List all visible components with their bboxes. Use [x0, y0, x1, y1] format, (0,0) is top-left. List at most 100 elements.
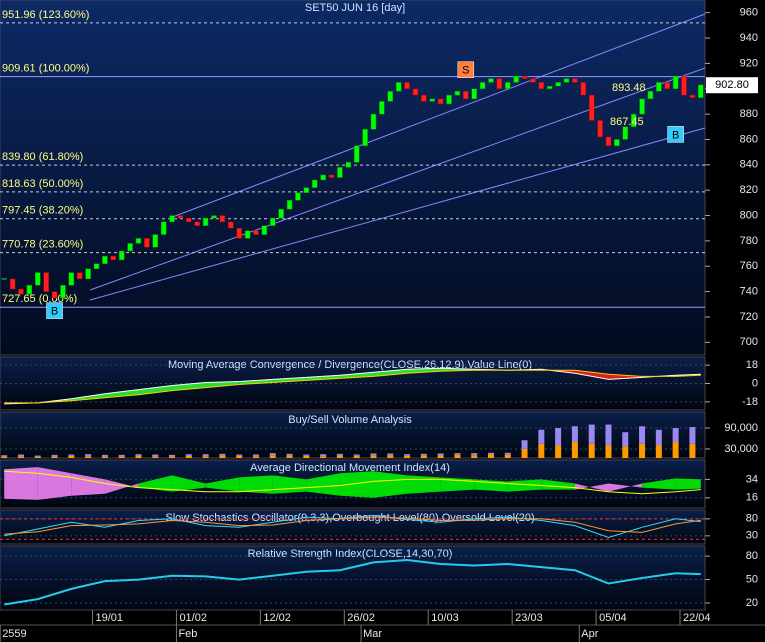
ribbon	[272, 377, 307, 383]
indicator-line	[4, 369, 701, 404]
candle	[630, 113, 637, 128]
ribbon	[339, 471, 374, 498]
candle	[295, 192, 301, 201]
ribbon	[172, 475, 206, 492]
volume-bar	[51, 456, 58, 458]
y-tick-label: 30,000	[724, 443, 758, 455]
candle	[127, 243, 133, 252]
indicator-line	[4, 367, 701, 405]
signal-label: S	[462, 65, 469, 77]
candle	[169, 215, 175, 223]
candle	[446, 94, 452, 105]
y-tick-label: 920	[740, 57, 758, 69]
candle	[639, 98, 645, 115]
panel-title: Buy/Sell Volume Analysis	[288, 414, 412, 426]
volume-bar	[538, 429, 545, 444]
candle	[404, 82, 410, 89]
volume-bar	[571, 441, 578, 458]
candle	[513, 75, 519, 83]
y-tick-label: 940	[740, 32, 758, 44]
panel-title: SET50 JUN 16 [day]	[305, 2, 405, 14]
candle	[236, 227, 242, 239]
candle	[664, 82, 670, 89]
y-tick-label: 780	[740, 235, 758, 247]
candle	[454, 91, 461, 96]
volume-bar	[504, 452, 511, 455]
x-tick-label: 01/02	[179, 612, 207, 624]
candle	[370, 113, 377, 130]
ribbon	[306, 473, 340, 496]
candle	[412, 88, 419, 96]
ribbon	[608, 374, 643, 380]
period-label: Feb	[178, 628, 197, 640]
candle	[68, 272, 75, 286]
volume-bar	[454, 454, 461, 458]
y-tick-label: 960	[740, 7, 758, 19]
ribbon	[373, 369, 408, 377]
volume-bar	[152, 454, 159, 457]
volume-bar	[622, 432, 629, 447]
signal-label: B	[51, 306, 58, 318]
annotation: 867.45	[610, 116, 644, 128]
y-tick-label: 90,000	[724, 422, 758, 434]
volume-bar	[605, 445, 612, 458]
candle	[320, 174, 326, 181]
volume-bar	[672, 441, 679, 458]
volume-bar	[169, 454, 176, 457]
y-tick-label: 740	[740, 286, 758, 298]
indicator-line	[4, 558, 701, 606]
volume-bar	[387, 453, 394, 456]
volume-bar	[639, 443, 646, 458]
volume-bar	[387, 455, 394, 458]
candle	[362, 129, 368, 147]
candle	[479, 82, 486, 89]
candle	[76, 272, 83, 280]
volume-bar	[303, 455, 310, 458]
candle	[26, 285, 33, 295]
volume-bar	[555, 445, 562, 458]
volume-bar	[219, 453, 226, 456]
volume-bar	[353, 454, 360, 456]
x-tick-label: 26/02	[347, 612, 375, 624]
volume-bar	[588, 424, 595, 444]
candle	[93, 263, 100, 270]
volume-bar	[420, 455, 427, 458]
volume-bar	[689, 426, 696, 444]
candle	[672, 75, 679, 89]
candle	[9, 278, 16, 290]
period-label: Apr	[581, 628, 598, 640]
candle	[253, 230, 259, 235]
candle	[303, 187, 310, 193]
panel-background	[0, 0, 706, 356]
volume-bar	[1, 456, 8, 458]
candle	[118, 250, 125, 261]
volume-bar	[672, 428, 679, 442]
volume-bar	[118, 454, 125, 457]
volume-bar	[236, 455, 243, 458]
candle	[353, 145, 360, 163]
candle	[286, 200, 293, 210]
volume-bar	[605, 424, 612, 446]
ribbon	[138, 385, 173, 395]
volume-bar	[34, 456, 41, 458]
ribbon	[172, 382, 206, 391]
ribbon	[440, 368, 475, 372]
volume-bar	[219, 455, 226, 458]
period-label: Mar	[363, 628, 382, 640]
ribbon	[642, 478, 676, 490]
volume-bar	[202, 456, 209, 458]
volume-bar	[185, 455, 192, 458]
ribbon	[675, 478, 701, 490]
y-tick-label: 18	[746, 359, 758, 371]
candle	[689, 94, 696, 98]
x-tick-label: 23/03	[515, 612, 543, 624]
candle	[555, 82, 561, 87]
candle	[152, 234, 159, 248]
candle	[647, 91, 654, 100]
signal-marker	[457, 61, 475, 78]
candle	[387, 91, 394, 102]
volume-bar	[622, 446, 629, 458]
y-tick-label: 50	[746, 573, 758, 585]
